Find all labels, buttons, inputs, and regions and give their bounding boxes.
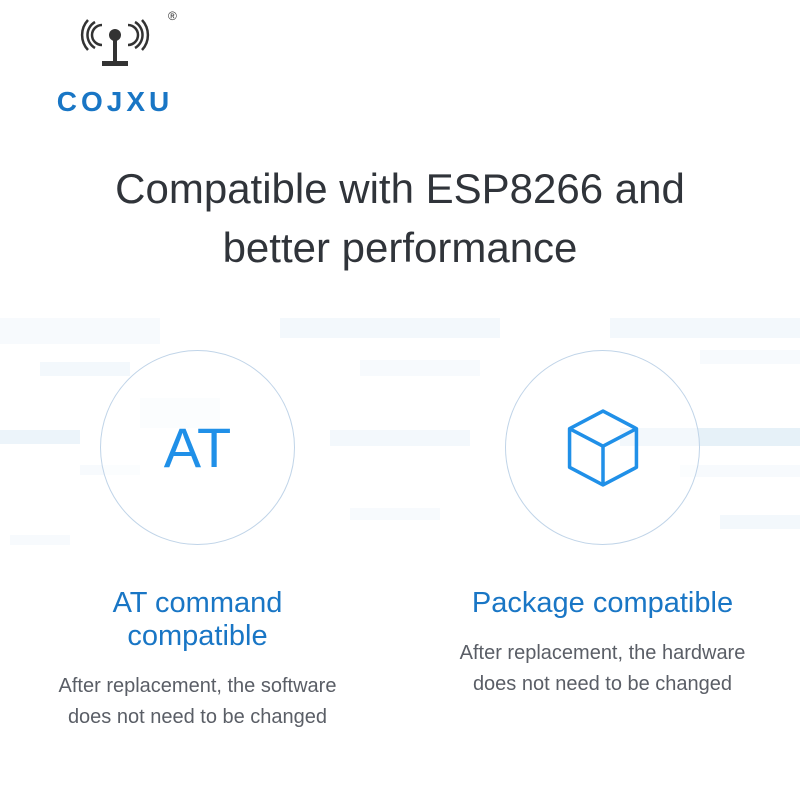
antenna-icon: ® [40,18,190,80]
svg-text:®: ® [168,9,177,23]
headline-line2: better performance [60,219,740,278]
feature-desc: After replacement, the hardware does not… [453,638,753,700]
at-text-icon: AT [164,415,231,480]
page-headline: Compatible with ESP8266 and better perfo… [0,160,800,278]
features-row: AT AT command compatible After replaceme… [0,350,800,733]
headline-line1: Compatible with ESP8266 and [60,160,740,219]
feature-title: AT command compatible [48,587,348,653]
brand-logo: ® COJXU [40,18,190,118]
cube-icon [559,404,647,492]
brand-name: COJXU [40,86,190,118]
feature-package: Package compatible After replacement, th… [453,350,753,733]
feature-desc: After replacement, the software does not… [48,671,348,733]
feature-title: Package compatible [472,587,733,620]
feature-at-command: AT AT command compatible After replaceme… [48,350,348,733]
feature-circle: AT [100,350,295,545]
feature-circle [505,350,700,545]
